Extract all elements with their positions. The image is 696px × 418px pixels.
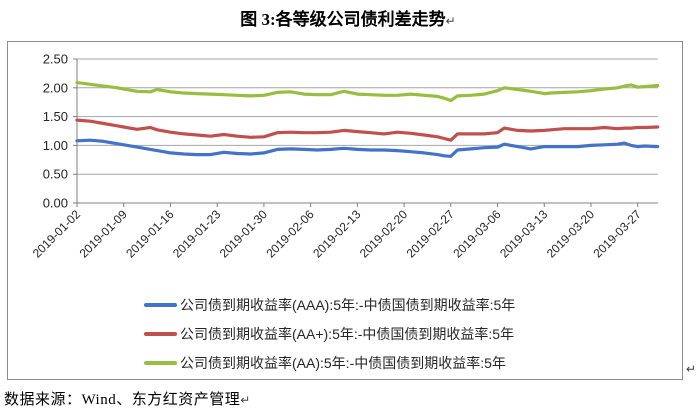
legend-item-aa: 公司债到期收益率(AA):5年:-中债国债到期收益率:5年	[144, 348, 515, 377]
y-tick-label: 2.00	[43, 80, 68, 95]
data-source-text: 数据来源：Wind、东方红资产管理	[4, 392, 241, 408]
series-line-aa	[75, 80, 660, 103]
series-line-aaa	[75, 138, 660, 158]
x-tick-label: 2019-01-30	[217, 207, 271, 261]
x-tick-label: 2019-03-13	[497, 207, 551, 261]
x-tick-label: 2019-01-16	[123, 207, 177, 261]
legend-item-aaa: 公司债到期收益率(AAA):5年:-中债国债到期收益率:5年	[144, 290, 515, 319]
legend-label-aa-plus: 公司债到期收益率(AA+):5年:-中债国债到期收益率:5年	[180, 325, 515, 342]
paragraph-return-icon: ↵	[240, 393, 251, 407]
legend-item-aa-plus: 公司债到期收益率(AA+):5年:-中债国债到期收益率:5年	[144, 319, 515, 348]
x-tick-label: 2019-01-02	[30, 207, 84, 261]
x-tick-label: 2019-02-13	[310, 207, 364, 261]
legend-label-aa: 公司债到期收益率(AA):5年:-中债国债到期收益率:5年	[180, 354, 506, 371]
x-tick-label: 2019-02-27	[404, 207, 458, 261]
paragraph-return-icon: ↵	[445, 14, 456, 28]
series-line-aa-plus	[75, 118, 660, 142]
data-source-note: 数据来源：Wind、东方红资产管理↵	[4, 388, 251, 409]
x-tick-label: 2019-01-09	[77, 207, 131, 261]
x-tick-label: 2019-03-06	[450, 207, 504, 261]
y-tick-label: 1.00	[43, 138, 68, 153]
legend-swatch-aa	[144, 360, 177, 365]
y-tick-label: 0.00	[43, 196, 68, 211]
figure-title-text: 图 3:各等级公司债利差走势	[240, 10, 446, 29]
x-tick-label: 2019-03-20	[544, 207, 598, 261]
legend-swatch-aa-plus	[144, 331, 177, 336]
line-chart: 0.000.501.001.502.002.502019-01-022019-0…	[30, 52, 660, 261]
legend-label-aaa: 公司债到期收益率(AAA):5年:-中债国债到期收益率:5年	[180, 296, 516, 313]
y-tick-label: 2.50	[43, 52, 68, 67]
x-tick-label: 2019-01-23	[170, 207, 224, 261]
x-tick-label: 2019-02-20	[357, 207, 411, 261]
x-tick-label: 2019-02-06	[263, 207, 317, 261]
y-tick-label: 1.50	[43, 109, 68, 124]
x-tick-label: 2019-03-27	[591, 207, 645, 261]
chart-frame: 0.00 0.50 1.00 1.50 2.00 2.50 2019-01-02 2019-0…	[7, 41, 683, 380]
y-tick-label: 0.50	[43, 167, 68, 182]
legend-swatch-aaa	[144, 302, 177, 307]
chart-legend: 公司债到期收益率(AAA):5年:-中债国债到期收益率:5年 公司债到期收益率(A…	[144, 290, 515, 377]
figure-title: 图 3:各等级公司债利差走势↵	[0, 5, 696, 30]
paragraph-return-icon: ↵	[686, 362, 696, 376]
